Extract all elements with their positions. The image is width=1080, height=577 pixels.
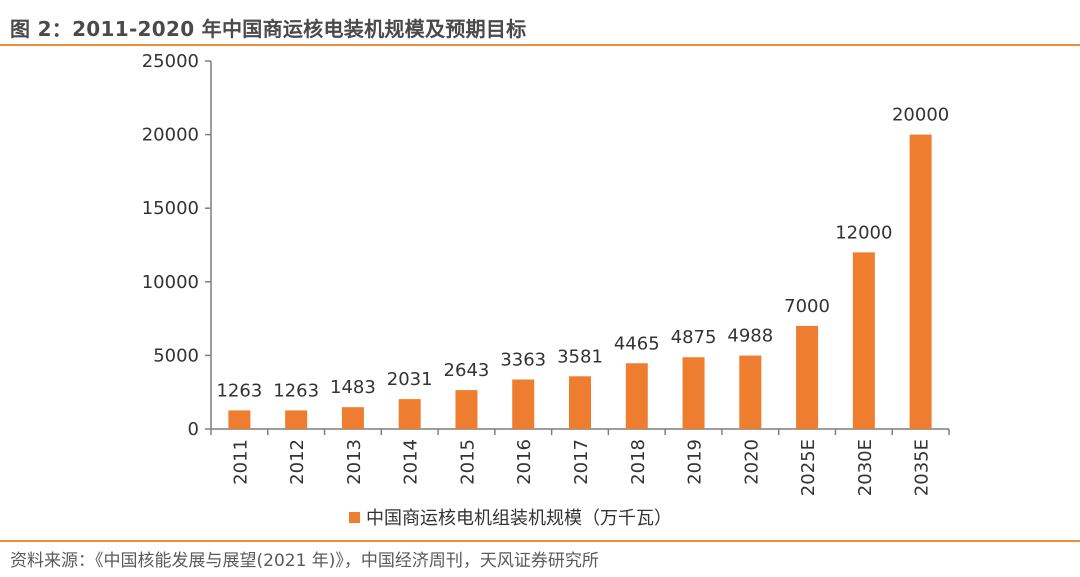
bar: [625, 363, 648, 429]
x-category-label: 2016: [514, 439, 535, 485]
bar: [228, 410, 251, 429]
x-category-label: 2011: [230, 439, 251, 485]
bar-value-label: 20000: [892, 105, 949, 126]
x-category-label: 2025E: [798, 439, 819, 496]
x-category-label: 2030E: [855, 439, 876, 496]
x-category-label: 2019: [685, 439, 706, 485]
bar-series: [228, 134, 932, 429]
x-category-label: 2020: [741, 439, 762, 485]
x-category-label: 2015: [457, 439, 478, 485]
bar-value-label: 3581: [557, 346, 603, 367]
x-category-label: 2013: [344, 439, 365, 485]
title-divider: [0, 44, 1080, 46]
bar-value-label: 12000: [835, 222, 892, 243]
legend-swatch: [349, 512, 360, 523]
bar-value-label: 1263: [273, 380, 319, 401]
bar-value-label: 2643: [444, 360, 490, 381]
bar: [398, 399, 421, 429]
bar: [455, 390, 478, 429]
x-category-label: 2035E: [912, 439, 933, 496]
y-axis: 0 5000 10000 15000 20000 25000: [142, 51, 212, 440]
y-tick-label: 25000: [142, 51, 199, 72]
source-note: 资料来源：《中国核能发展与展望(2021 年)》，中国经济周刊，天风证券研究所: [10, 551, 599, 571]
bar-value-label: 3363: [500, 349, 546, 370]
bar: [739, 355, 762, 429]
bar-value-label: 2031: [387, 369, 433, 390]
y-tick-label: 10000: [142, 272, 199, 293]
bar: [796, 325, 819, 429]
bar-value-label: 4875: [671, 327, 717, 348]
y-tick-label: 0: [188, 419, 199, 440]
x-category-label: 2018: [628, 439, 649, 485]
x-category-label: 2017: [571, 439, 592, 485]
y-tick-label: 5000: [153, 345, 199, 366]
bar-value-label: 1483: [330, 377, 376, 398]
bar: [341, 407, 364, 429]
bar-value-label: 7000: [784, 296, 830, 317]
bar: [569, 376, 591, 429]
bar: [852, 252, 875, 429]
data-labels: 1263 1263 1483 2031 2643 3363 3581 4465 4875 4988…: [216, 105, 949, 402]
bar: [909, 134, 932, 429]
y-tick-label: 20000: [142, 125, 199, 146]
legend: 中国商运核电机组装机规模（万千瓦）: [349, 508, 672, 529]
bar: [682, 357, 705, 429]
x-category-label: 2012: [287, 439, 308, 485]
bar: [285, 410, 308, 429]
source-divider: [0, 540, 1080, 542]
y-tick-label: 15000: [142, 198, 199, 219]
bar-value-label: 4465: [614, 333, 660, 354]
bar-value-label: 4988: [727, 326, 773, 347]
x-category-label: 2014: [401, 439, 422, 485]
bar: [512, 379, 535, 429]
figure-title: 图 2：2011-2020 年中国商运核电装机规模及预期目标: [10, 17, 527, 41]
bar-value-label: 1263: [216, 380, 262, 401]
x-axis: 2011 2012 2013 2014 2015 2016 2017 2018 2019 2020…: [210, 428, 950, 496]
legend-label: 中国商运核电机组装机规模（万千瓦）: [366, 508, 672, 529]
